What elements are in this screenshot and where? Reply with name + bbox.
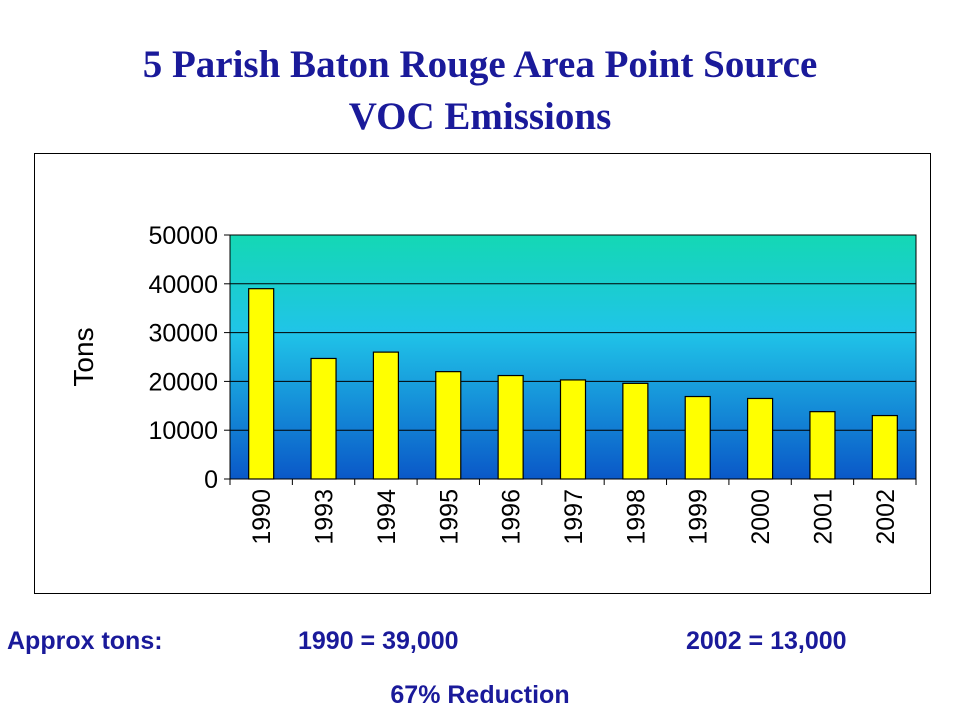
bar-1990 [248, 288, 275, 480]
y-axis-label: Tons [68, 327, 99, 386]
bar-1995 [435, 371, 462, 480]
chart-title-line-2: VOC Emissions [348, 95, 612, 138]
x-tick-label-1996: 1996 [498, 489, 526, 545]
y-tick-label: 0 [204, 466, 218, 494]
reduction-text: 67% Reduction [390, 681, 570, 709]
x-tick-label-1997: 1997 [560, 489, 588, 545]
bar-1999 [684, 395, 711, 480]
x-tick-label-1994: 1994 [373, 489, 401, 545]
bar-1996 [497, 374, 524, 480]
approx-tons-label: Approx tons: [7, 627, 163, 655]
bar-1993 [310, 357, 337, 480]
bar-chart: 50000 40000 30000 20000 10000 0 1990 1993 1994 1… [68, 222, 917, 545]
bar-1994 [372, 351, 400, 480]
y-tick-label: 40000 [148, 271, 218, 299]
y-tick-label: 50000 [148, 222, 218, 250]
x-tick-label-1998: 1998 [622, 489, 650, 545]
tons-1990-text: 1990 = 39,000 [298, 627, 459, 655]
bar-2001 [809, 411, 836, 480]
bar-2002 [871, 414, 898, 480]
y-tick-label: 10000 [148, 417, 218, 445]
x-tick-label-2001: 2001 [809, 489, 837, 545]
x-tick-label-1990: 1990 [248, 489, 276, 545]
bar-1998 [622, 382, 649, 480]
bar-1997 [559, 379, 587, 480]
y-tick-label: 30000 [148, 320, 218, 348]
tons-2002-text: 2002 = 13,000 [686, 627, 847, 655]
x-tick-label-2002: 2002 [872, 489, 900, 545]
x-tick-label-1995: 1995 [435, 489, 463, 545]
chart-frame: 50000 40000 30000 20000 10000 0 1990 1993 1994 1… [34, 153, 931, 594]
bar-2000 [746, 397, 774, 480]
x-tick-label-2000: 2000 [747, 489, 775, 545]
y-tick-label: 20000 [148, 368, 218, 396]
x-tick-label-1993: 1993 [311, 489, 339, 545]
chart-title-line-1: 5 Parish Baton Rouge Area Point Source [142, 43, 818, 86]
x-tick-label-1999: 1999 [685, 489, 713, 545]
